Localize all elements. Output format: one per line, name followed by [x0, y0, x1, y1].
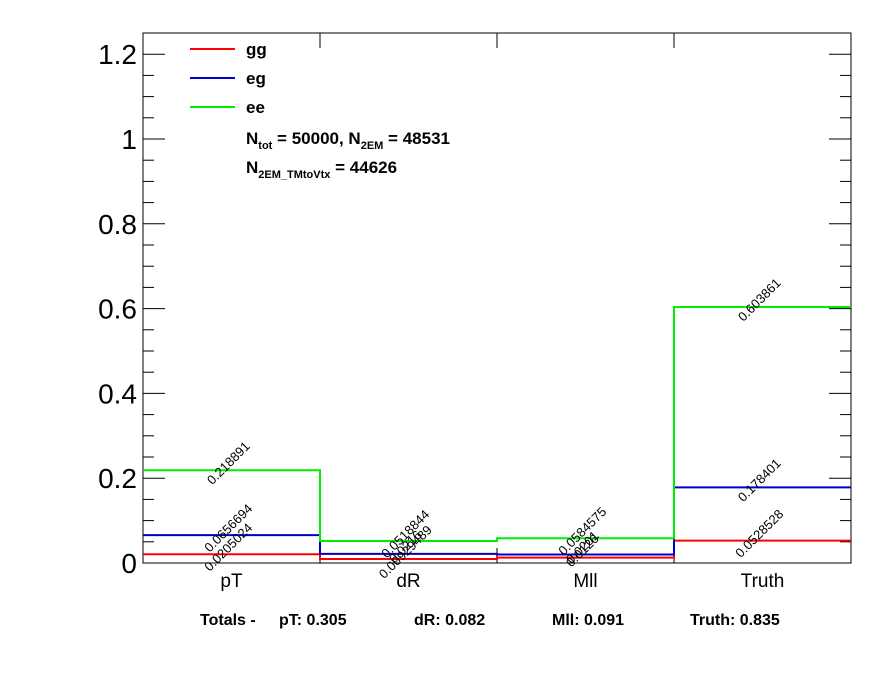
data-label-gg: 0.0528528 — [732, 506, 786, 560]
x-axis: pT dR Mll Truth — [220, 33, 784, 592]
series-line-ee — [143, 305, 851, 543]
legend-label-eg: eg — [246, 69, 266, 88]
data-label-ee: 0.218891 — [204, 439, 253, 488]
totals-truth: Truth: 0.835 — [690, 612, 780, 629]
y-tick-label: 1.2 — [98, 39, 137, 70]
legend: gg eg ee Ntot = 50000, N2EM = 48531 N2EM_TMt… — [190, 40, 450, 181]
y-tick-label: 1 — [121, 124, 137, 155]
totals-mll: Mll: 0.091 — [552, 612, 625, 629]
y-tick-label: 0.6 — [98, 294, 137, 325]
totals-pt: pT: 0.305 — [279, 612, 347, 629]
totals-dr: dR: 0.082 — [414, 612, 486, 629]
x-tick-label: Mll — [573, 571, 597, 592]
totals-prefix: Totals - — [200, 612, 256, 629]
x-tick-label: pT — [220, 571, 243, 592]
y-tick-label: 0.2 — [98, 463, 137, 494]
y-tick-label: 0.8 — [98, 209, 137, 240]
legend-label-ee: ee — [246, 98, 265, 117]
legend-n2em-text: N2EM_TMtoVtx = 44626 — [246, 158, 397, 181]
data-label-ee: 0.603861 — [735, 275, 784, 324]
series-layer — [143, 305, 851, 561]
y-tick-label: 0 — [121, 548, 137, 579]
legend-ntot-text: Ntot = 50000, N2EM = 48531 — [246, 129, 450, 152]
x-tick-label: dR — [396, 571, 420, 592]
y-tick-label: 0.4 — [98, 378, 137, 409]
x-tick-label: Truth — [741, 571, 785, 592]
data-label-eg: 0.178401 — [735, 456, 784, 505]
y-axis: 0 0.2 0.4 0.6 0.8 1 1.2 — [98, 32, 851, 579]
legend-label-gg: gg — [246, 40, 267, 59]
